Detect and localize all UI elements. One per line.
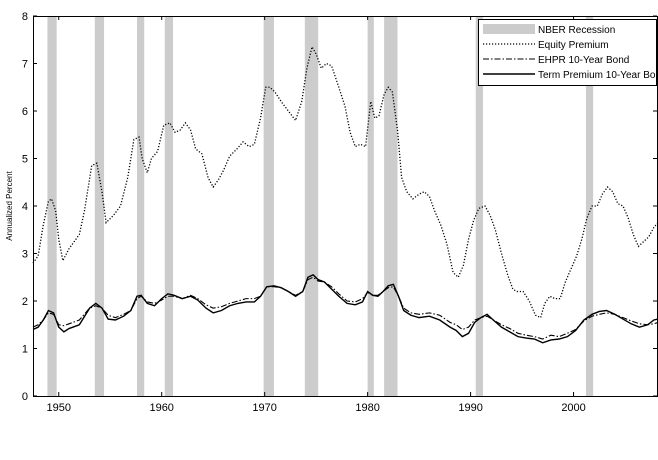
legend-swatch-recession [483, 24, 535, 34]
legend-label-equity-premium: Equity Premium [538, 40, 609, 51]
series-lines [32, 45, 658, 344]
recession-band-7 [367, 16, 374, 396]
axis-ticks: 0 1 2 3 4 5 6 7 8 1950 1960 1970 1980 1990 2000 [22, 11, 657, 414]
y-tick-label-4: 4 [22, 201, 28, 213]
x-tick-label-1970: 1970 [252, 402, 276, 414]
y-tick-label-1: 1 [22, 344, 28, 356]
recession-band-6 [304, 16, 319, 396]
y-tick-label-8: 8 [22, 11, 28, 23]
recession-band-2 [94, 16, 105, 396]
x-tick-label-1980: 1980 [355, 402, 379, 414]
y-tick-label-7: 7 [22, 59, 28, 71]
series-line-ehpr-10-year-bond [32, 276, 658, 340]
series-line-term-premium-10-year-bond [32, 274, 658, 344]
recession-band-4 [164, 16, 174, 396]
legend: NBER Recession Equity Premium EHPR 10-Ye… [478, 19, 658, 86]
recession-band-10 [585, 16, 594, 396]
recession-band-5 [263, 16, 274, 396]
y-tick-label-5: 5 [22, 154, 28, 166]
recession-band-1 [47, 16, 57, 396]
x-tick-label-1960: 1960 [149, 402, 173, 414]
y-tick-label-6: 6 [22, 106, 28, 118]
x-tick-label-1950: 1950 [46, 402, 70, 414]
y-axis-label: Annualized Percent [5, 171, 14, 241]
legend-label-term-premium-10-year-bond: Term Premium 10-Year Bond [538, 70, 658, 81]
x-tick-label-1990: 1990 [458, 402, 482, 414]
y-tick-label-0: 0 [22, 391, 28, 403]
y-tick-label-2: 2 [22, 296, 28, 308]
x-tick-label-2000: 2000 [561, 402, 585, 414]
recession-band-3 [136, 16, 145, 396]
series-line-equity-premium [32, 45, 658, 319]
recession-bands [47, 16, 594, 396]
recession-band-9 [475, 16, 483, 396]
legend-label-ehpr-10-year-bond: EHPR 10-Year Bond [538, 55, 629, 66]
recession-band-8 [384, 16, 398, 396]
y-tick-label-3: 3 [22, 249, 28, 261]
legend-label-recession: NBER Recession [538, 25, 615, 36]
